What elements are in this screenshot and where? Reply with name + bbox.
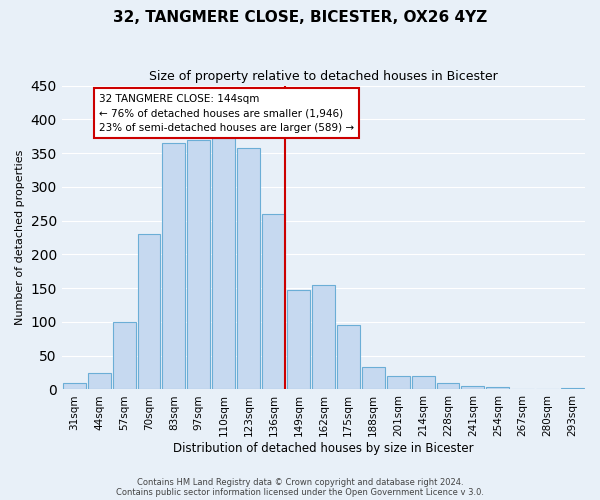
Y-axis label: Number of detached properties: Number of detached properties (15, 150, 25, 325)
Bar (461, 386, 484, 390)
Text: 32 TANGMERE CLOSE: 144sqm
← 76% of detached houses are smaller (1,946)
23% of se: 32 TANGMERE CLOSE: 144sqm ← 76% of detac… (99, 94, 354, 134)
Bar (561, 388, 584, 390)
Bar (163, 143, 185, 390)
Bar (312, 285, 335, 390)
Text: 32, TANGMERE CLOSE, BICESTER, OX26 4YZ: 32, TANGMERE CLOSE, BICESTER, OX26 4YZ (113, 10, 487, 25)
Title: Size of property relative to detached houses in Bicester: Size of property relative to detached ho… (149, 70, 498, 83)
Bar (337, 326, 360, 390)
Bar (113, 322, 136, 390)
Bar (511, 389, 534, 390)
Bar (287, 290, 310, 390)
Bar (437, 382, 460, 390)
Bar (212, 138, 235, 390)
Bar (237, 148, 260, 390)
Bar (412, 376, 434, 390)
Bar (187, 140, 210, 390)
Bar (262, 214, 285, 390)
X-axis label: Distribution of detached houses by size in Bicester: Distribution of detached houses by size … (173, 442, 474, 455)
Bar (63, 382, 86, 390)
Bar (386, 376, 410, 390)
Bar (88, 372, 110, 390)
Bar (137, 234, 160, 390)
Text: Contains HM Land Registry data © Crown copyright and database right 2024.
Contai: Contains HM Land Registry data © Crown c… (116, 478, 484, 497)
Bar (362, 367, 385, 390)
Bar (487, 388, 509, 390)
